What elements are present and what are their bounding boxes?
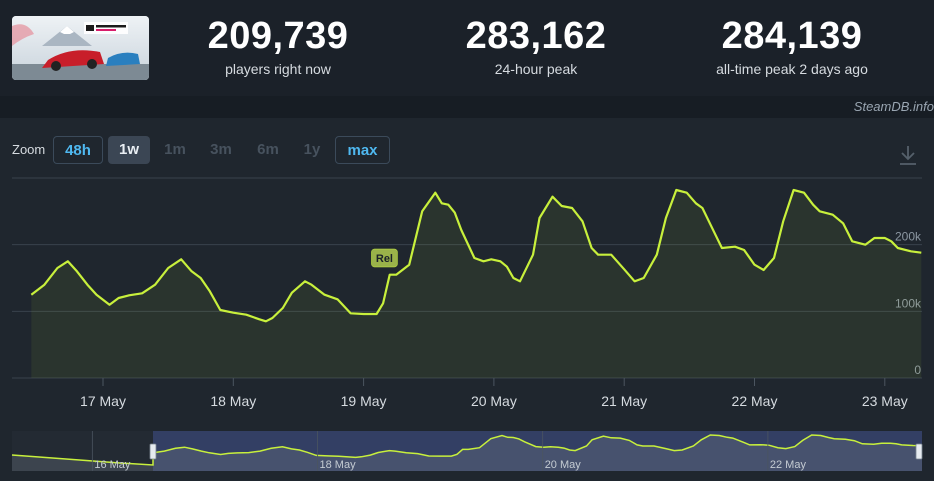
- peak-24h-label: 24-hour peak: [494, 61, 578, 77]
- stats-header: [0, 0, 934, 96]
- zoom-max-button[interactable]: max: [335, 136, 390, 164]
- game-art-image: [12, 16, 149, 80]
- game-thumbnail[interactable]: [12, 16, 149, 80]
- download-icon[interactable]: [898, 144, 918, 166]
- current-players-label: players right now: [225, 61, 331, 77]
- zoom-label: Zoom: [12, 142, 46, 157]
- current-players-value: 209,739: [207, 15, 349, 57]
- steamdb-credit: SteamDB.info: [853, 99, 934, 114]
- zoom-1m-button[interactable]: 1m: [164, 141, 186, 158]
- zoom-1y-button[interactable]: 1y: [303, 141, 321, 158]
- stat-alltime-peak: 284,139 all-time peak 2 days ago: [694, 14, 890, 78]
- alltime-peak-value: 284,139: [721, 15, 863, 57]
- chart-panel: [0, 118, 934, 481]
- zoom-6m-button[interactable]: 6m: [257, 141, 279, 158]
- zoom-1w-button[interactable]: 1w: [108, 136, 150, 164]
- alltime-peak-label: all-time peak 2 days ago: [716, 61, 868, 77]
- zoom-3m-button[interactable]: 3m: [210, 141, 232, 158]
- stat-24h-peak: 283,162 24-hour peak: [448, 14, 624, 78]
- credit-bar: [0, 96, 934, 118]
- peak-24h-value: 283,162: [465, 15, 607, 57]
- zoom-48h-button[interactable]: 48h: [53, 136, 103, 164]
- stat-current: 209,739 players right now: [190, 14, 366, 78]
